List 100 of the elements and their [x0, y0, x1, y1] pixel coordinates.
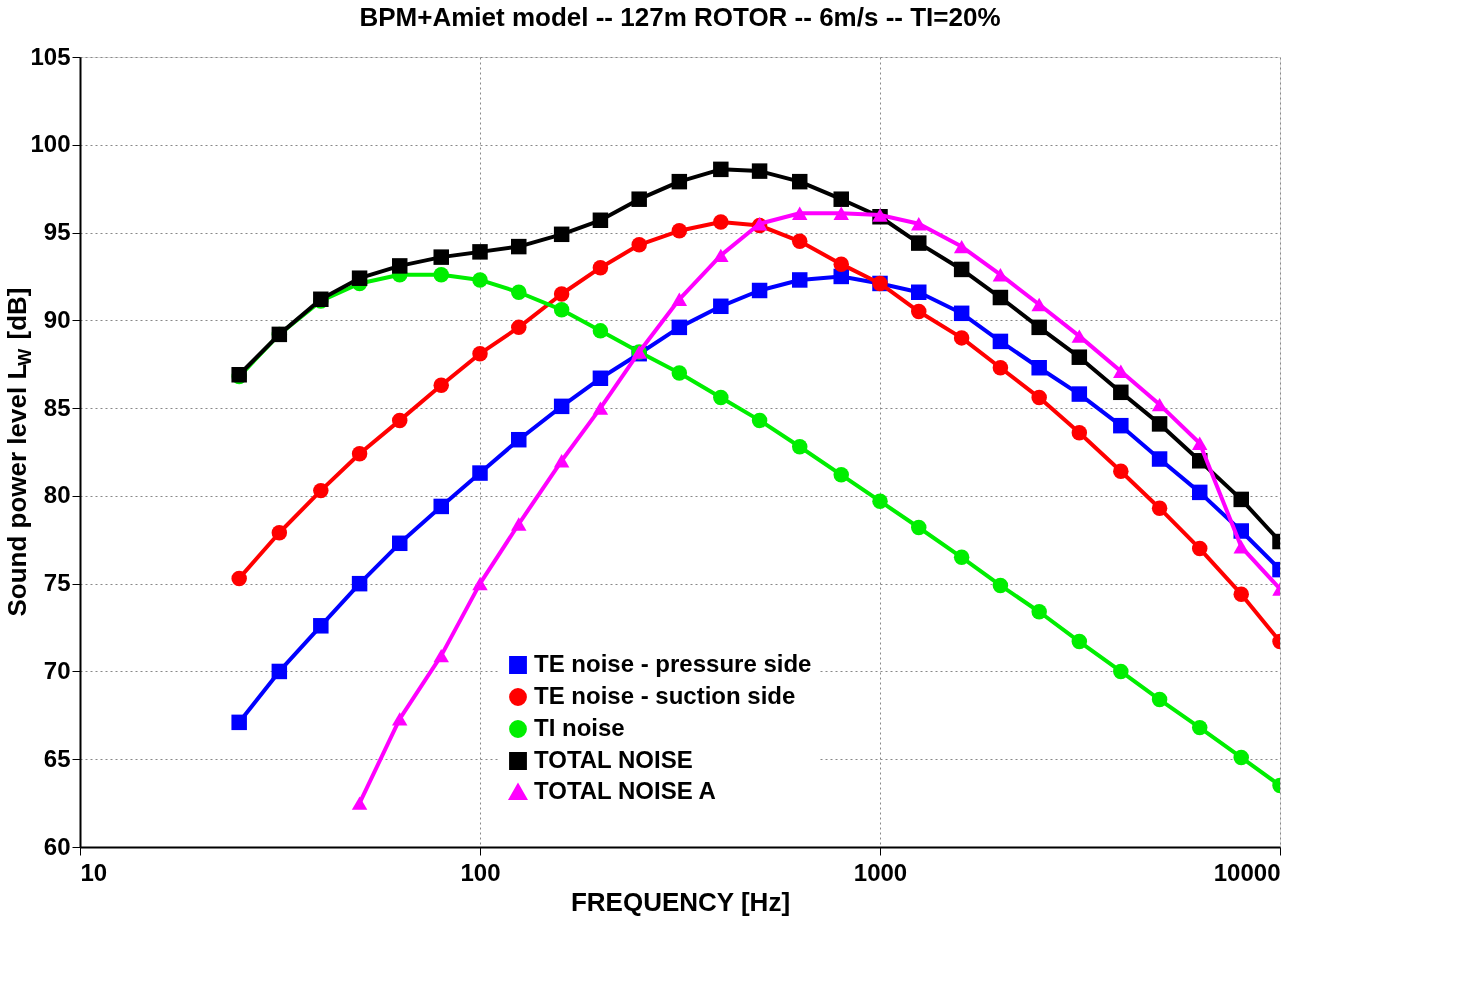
point: [351, 446, 368, 462]
point: [1071, 386, 1088, 402]
x-tick-label: 10: [80, 858, 108, 886]
legend-label: TE noise - suction side: [534, 682, 796, 709]
legend-label: TE noise - pressure side: [534, 650, 812, 677]
point: [791, 173, 808, 190]
point: [351, 270, 368, 286]
point: [351, 575, 368, 592]
point: [713, 389, 729, 406]
point: [511, 319, 527, 336]
point: [631, 191, 647, 207]
y-tick-label: 85: [43, 393, 71, 421]
point: [391, 535, 408, 552]
point: [1191, 484, 1208, 501]
point: [911, 303, 927, 320]
point: [592, 259, 609, 276]
point: [671, 365, 688, 381]
point: [472, 272, 488, 288]
legend-label: TOTAL NOISE A: [534, 777, 716, 804]
y-tick-label: 75: [43, 569, 71, 597]
point: [1071, 349, 1088, 365]
point: [833, 268, 849, 285]
point: [231, 714, 247, 731]
point: [553, 302, 570, 318]
point: [433, 266, 449, 283]
point: [553, 226, 570, 243]
point: [1233, 749, 1249, 766]
point: [1031, 604, 1047, 620]
point: [1031, 359, 1047, 376]
point: [271, 663, 288, 680]
point: [1113, 417, 1129, 434]
point: [671, 319, 688, 336]
point: [231, 570, 247, 587]
point: [992, 577, 1009, 594]
point: [1191, 540, 1208, 557]
point: [1191, 719, 1208, 736]
point: [553, 398, 570, 415]
point: [1071, 424, 1088, 441]
point: [511, 238, 527, 255]
point: [713, 161, 729, 178]
point: [791, 272, 808, 288]
point: [1071, 633, 1088, 650]
point: [511, 284, 527, 300]
point: [833, 467, 849, 483]
y-tick-label: 100: [30, 130, 71, 158]
point: [833, 256, 849, 272]
point: [472, 465, 488, 481]
point: [553, 286, 570, 302]
point: [631, 237, 647, 253]
point: [1113, 463, 1129, 480]
point: [1113, 663, 1129, 680]
x-tick-label: 100: [460, 858, 501, 886]
point: [472, 345, 488, 362]
point: [1031, 319, 1047, 336]
legend-label: TI noise: [534, 714, 625, 741]
point: [433, 377, 449, 394]
y-tick-label: 60: [43, 832, 71, 860]
point: [953, 549, 970, 566]
point: [511, 431, 527, 448]
point: [992, 289, 1009, 306]
point: [313, 618, 329, 634]
point: [671, 223, 688, 239]
point: [751, 412, 768, 429]
point: [953, 330, 970, 346]
point: [472, 244, 488, 260]
point: [1151, 416, 1168, 432]
point: [1151, 451, 1168, 467]
point: [1151, 500, 1168, 516]
y-axis-title: Sound power level LW [dB]: [2, 287, 35, 617]
y-tick-label: 105: [30, 42, 71, 70]
point: [953, 305, 970, 322]
point: [391, 258, 408, 274]
point: [1151, 691, 1168, 708]
point: [872, 493, 888, 509]
point: [592, 212, 609, 229]
y-tick-label: 70: [43, 656, 71, 684]
point: [592, 370, 609, 387]
x-tick-label: 1000: [853, 858, 908, 886]
point: [713, 298, 729, 315]
point: [713, 214, 729, 230]
point: [911, 519, 927, 536]
point: [1113, 384, 1129, 401]
point: [1031, 389, 1047, 406]
chart-title: BPM+Amiet model -- 127m ROTOR -- 6m/s -- TI=20%: [359, 2, 1001, 32]
point: [433, 498, 449, 515]
point: [992, 360, 1009, 376]
y-tick-label: 80: [43, 481, 71, 509]
point: [953, 261, 970, 278]
point: [271, 525, 288, 541]
point: [671, 173, 688, 190]
point: [911, 284, 927, 300]
y-tick-label: 95: [43, 218, 71, 246]
point: [433, 249, 449, 265]
x-tick-label: 10000: [1213, 858, 1281, 886]
point: [1233, 586, 1249, 602]
y-tick-label: 90: [43, 305, 71, 333]
legend-label: TOTAL NOISE: [534, 746, 693, 773]
x-axis-title: FREQUENCY [Hz]: [570, 886, 791, 917]
point: [391, 412, 408, 429]
point: [751, 282, 768, 299]
